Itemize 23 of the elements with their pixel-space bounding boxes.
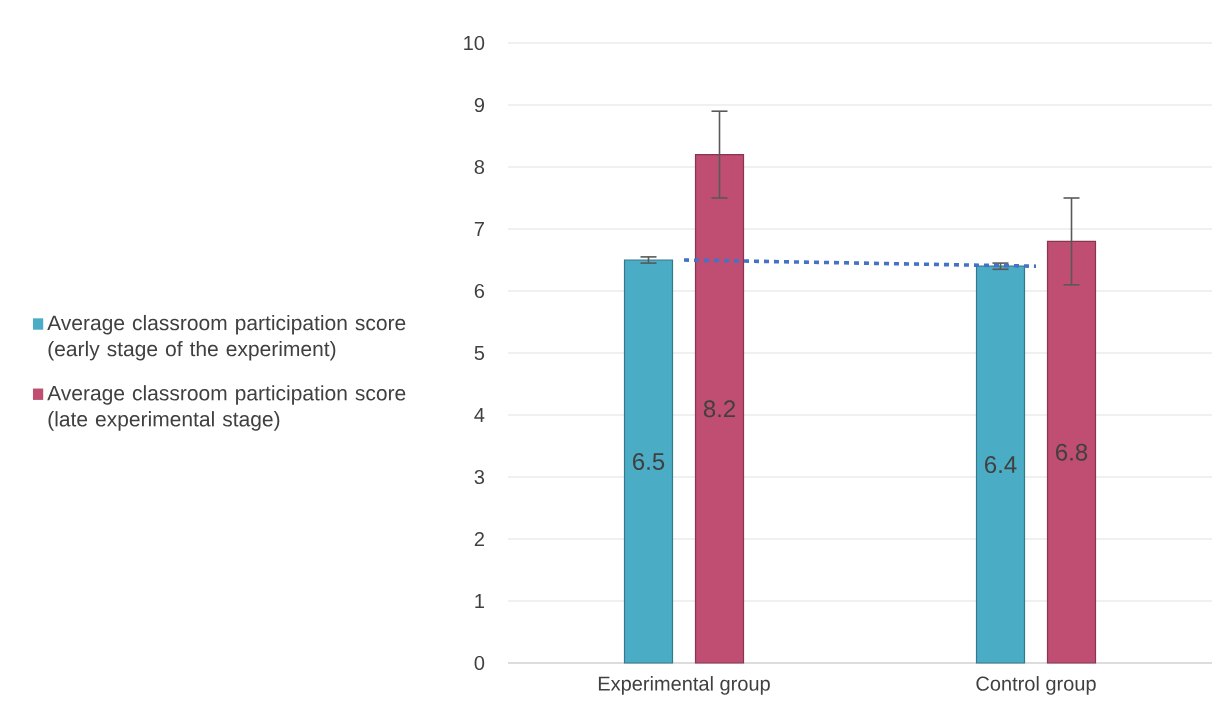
y-tick-label: 7: [474, 222, 484, 236]
y-tick-label: 8: [474, 159, 485, 175]
y-tick-label: 10: [464, 35, 485, 51]
y-tick-label: 0: [474, 655, 485, 671]
bar: [623, 259, 674, 664]
bar: [1046, 240, 1097, 664]
y-tick-label: 1: [475, 594, 484, 608]
x-tick-label: Experimental group: [598, 676, 770, 695]
y-tick-label: 3: [474, 469, 485, 485]
y-tick-label: 6: [474, 283, 485, 299]
legend-label: Average classroom participation score (early stage of the experiment): [47, 314, 406, 361]
y-tick-label: 5: [474, 346, 485, 360]
legend-label: Average classroom participation score (late experimental stage): [47, 385, 406, 431]
x-tick-label: Control group: [976, 676, 1096, 695]
y-tick-label: 4: [474, 408, 485, 422]
data-label: 8.2: [703, 400, 735, 418]
data-label: 6.5: [633, 453, 665, 470]
data-label: 6.8: [1056, 443, 1088, 461]
y-tick-label: 9: [474, 97, 485, 113]
data-label: 6.4: [985, 456, 1017, 474]
bar: [694, 154, 745, 664]
bar: [975, 265, 1026, 664]
y-tick-label: 2: [474, 532, 484, 546]
